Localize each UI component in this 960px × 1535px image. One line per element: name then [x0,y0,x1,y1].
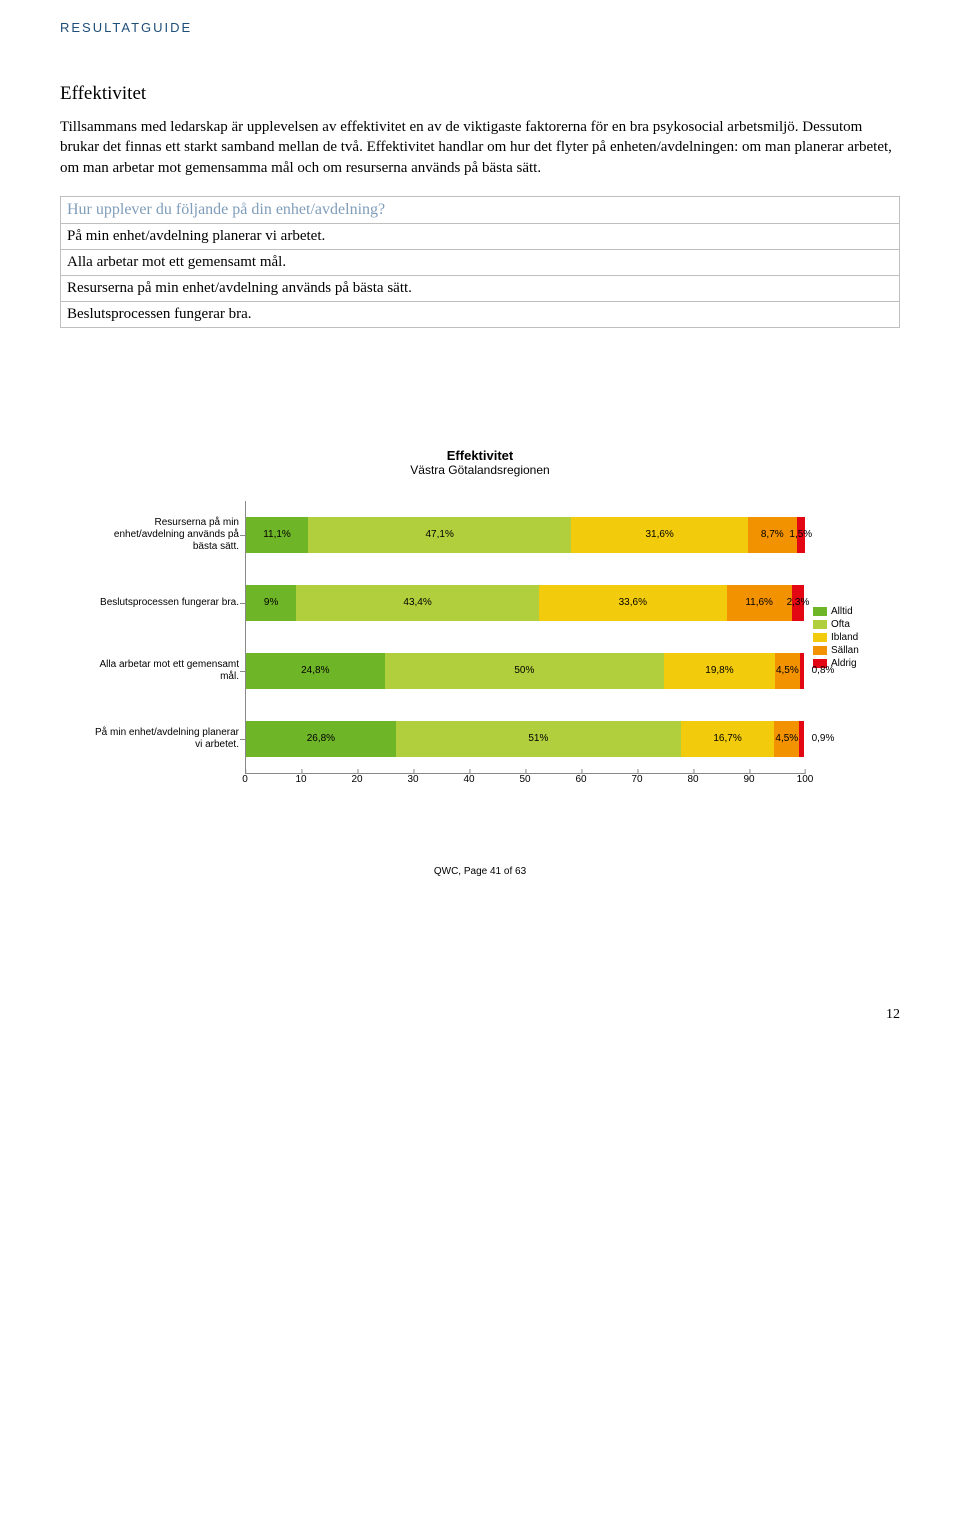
chart-x-tick: 40 [463,774,474,785]
chart-segment: 50% [385,653,665,689]
legend-swatch [813,607,827,616]
stacked-bar-chart: Effektivitet Västra Götalandsregionen Re… [95,448,865,796]
chart-x-tick: 10 [295,774,306,785]
chart-x-axis: 0102030405060708090100 [245,774,805,796]
chart-x-tick: 60 [575,774,586,785]
legend-item: Alltid [813,606,865,617]
chart-footer-note: QWC, Page 41 of 63 [60,866,900,877]
chart-plot-area: 11,1%47,1%31,6%8,7%1,5%9%43,4%33,6%11,6%… [245,501,805,774]
chart-segment: 26,8% [246,721,396,757]
legend-label: Ibland [831,632,858,643]
legend-item: Sällan [813,645,865,656]
legend-label: Aldrig [831,658,857,669]
chart-segment: 16,7% [681,721,774,757]
qtable-row: Beslutsprocessen fungerar bra. [61,301,900,327]
chart-segment: 24,8% [246,653,385,689]
qtable-row: På min enhet/avdelning planerar vi arbet… [61,223,900,249]
chart-bar-row: 11,1%47,1%31,6%8,7%1,5% [246,501,805,569]
qtable-header: Hur upplever du följande på din enhet/av… [61,196,900,223]
chart-x-tick: 100 [797,774,814,785]
legend-swatch [813,646,827,655]
chart-segment: 0,8% [800,653,804,689]
chart-segment: 11,6% [727,585,792,621]
legend-swatch [813,620,827,629]
chart-row-label: Beslutsprocessen fungerar bra. [95,569,245,637]
chart-y-labels: Resurserna på min enhet/avdelning använd… [95,501,245,774]
chart-x-tick: 20 [351,774,362,785]
chart-segment: 4,5% [775,653,800,689]
chart-x-tick: 70 [631,774,642,785]
legend-label: Ofta [831,619,850,630]
chart-x-tick: 0 [242,774,248,785]
chart-row-label: Resurserna på min enhet/avdelning använd… [95,501,245,569]
chart-row-label: På min enhet/avdelning planerar vi arbet… [95,705,245,773]
chart-segment: 19,8% [664,653,775,689]
chart-bar-row: 26,8%51%16,7%4,5%0,9% [246,705,805,773]
page-number: 12 [60,1007,900,1023]
chart-subtitle: Västra Götalandsregionen [95,463,865,477]
legend-item: Ofta [813,619,865,630]
page-header-label: RESULTATGUIDE [60,20,900,35]
legend-swatch [813,633,827,642]
chart-bar-row: 24,8%50%19,8%4,5%0,8% [246,637,805,705]
chart-segment: 33,6% [539,585,727,621]
section-body: Tillsammans med ledarskap är upplevelsen… [60,117,900,178]
chart-segment: 0,9% [799,721,804,757]
chart-segment: 9% [246,585,296,621]
chart-row-label: Alla arbetar mot ett gemensamt mål. [95,637,245,705]
qtable-row: Resurserna på min enhet/avdelning använd… [61,275,900,301]
legend-item: Ibland [813,632,865,643]
legend-label: Alltid [831,606,853,617]
chart-segment: 1,5% [797,517,805,553]
legend-label: Sällan [831,645,859,656]
chart-segment: 11,1% [246,517,308,553]
chart-segment: 47,1% [308,517,571,553]
chart-x-tick: 50 [519,774,530,785]
chart-x-tick: 80 [687,774,698,785]
qtable-row: Alla arbetar mot ett gemensamt mål. [61,249,900,275]
chart-segment: 2,3% [792,585,805,621]
chart-segment: 4,5% [774,721,799,757]
chart-x-tick: 90 [743,774,754,785]
chart-bar-row: 9%43,4%33,6%11,6%2,3% [246,569,805,637]
chart-segment: 31,6% [571,517,748,553]
chart-title: Effektivitet [95,448,865,463]
question-table: Hur upplever du följande på din enhet/av… [60,196,900,328]
chart-segment: 51% [396,721,681,757]
chart-segment: 43,4% [296,585,539,621]
section-title: Effektivitet [60,83,900,105]
chart-x-tick: 30 [407,774,418,785]
